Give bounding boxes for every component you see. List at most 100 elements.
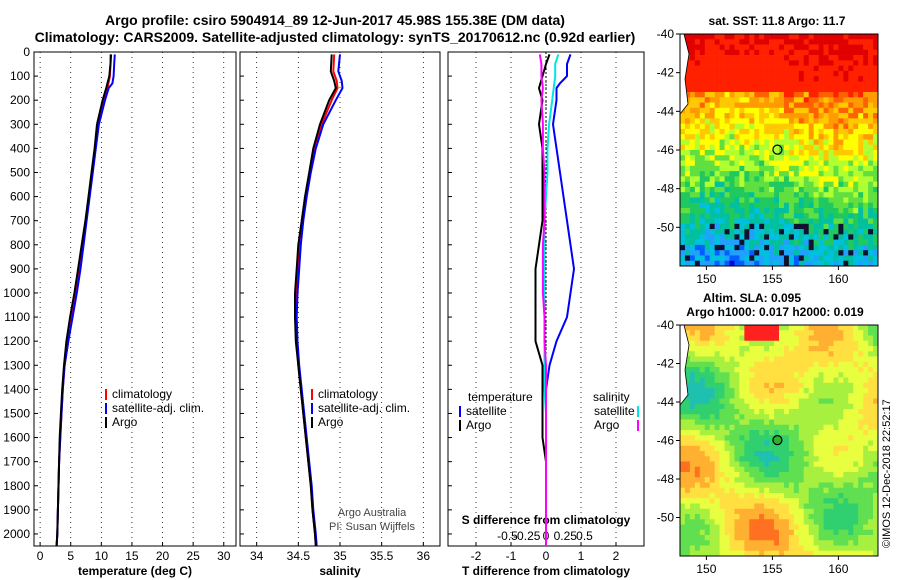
sst-map-cell [749,165,755,172]
sst-map-cell [744,39,750,45]
sst-map-cell [828,202,834,209]
sla-map-cell [873,545,879,552]
sst-map-cell [689,134,696,140]
sst-map-cell [823,208,829,214]
sst-map-cell [734,208,740,214]
sla-map-cell [823,445,829,452]
sla-map-cell [838,514,844,520]
sla-map-cell [843,508,849,515]
sst-map-cell [873,81,879,88]
sst-map-cell [764,255,770,262]
sst-map-cell [823,92,829,98]
sst-map-cell [818,155,824,161]
sla-map-cell [714,451,720,457]
sst-map-cell [709,197,715,204]
sla-map-cell [734,393,740,399]
sst-map-cell [719,150,725,156]
sla-map-cell [709,514,715,520]
sla-map-cell [739,435,745,441]
sla-map-cell [863,414,869,420]
sla-map-cell [788,540,795,546]
sst-map-cell [774,107,780,114]
sst-map-cell [684,34,691,40]
sst-map-cell [704,239,710,246]
sst-map-cell [694,160,701,167]
sla-map-cell [734,398,740,405]
sla-map-cell [848,487,854,494]
sla-map-cell [848,503,854,510]
sla-map-cell [833,451,839,457]
sst-map-xtick-label: 160 [828,272,848,286]
sla-map-cell [873,503,879,510]
sst-map-cell [714,155,720,161]
sst-map-cell [863,234,869,240]
sst-map-cell [689,39,696,45]
sst-map-cell [774,218,780,225]
sst-map-cell [699,81,706,88]
sst-map-cell [813,123,819,130]
sst-map-cell [838,60,844,66]
sst-map-cell [744,81,750,88]
sla-map-cell [788,377,795,384]
sla-map-cell [858,498,864,504]
sst-map-cell [868,134,874,140]
sla-map-cell [788,466,795,473]
sst-map-cell [818,144,824,151]
sst-map-cell [833,218,839,225]
sla-map-cell [709,519,715,525]
sla-map-cell [694,466,701,473]
sst-map-cell [680,176,686,182]
sst-map-cell [818,176,824,182]
sst-map-cell [724,229,730,235]
sst-map-cell [729,97,735,103]
sst-map-cell [858,192,864,198]
sst-map-cell [779,55,785,61]
sla-map-cell [823,482,829,489]
sst-map-cell [680,118,686,124]
sla-map-cell [788,424,795,431]
sst-map-cell [714,218,720,225]
sst-map-cell [798,128,805,135]
sst-map-cell [704,97,710,103]
sla-map-cell [689,351,696,357]
sla-map-cell [759,393,765,399]
sst-map-cell [853,60,859,66]
sla-map-cell [858,430,864,436]
sst-map-cell [724,244,730,251]
sst-map-cell [848,150,854,156]
sst-map-cell [729,113,735,119]
sst-map-cell [739,134,745,140]
sla-map-cell [853,351,859,357]
sla-map-cell [808,393,814,399]
sla-map-cell [694,456,701,462]
sst-map-cell [858,250,864,256]
sla-map-cell [769,487,775,494]
sst-map-cell [764,107,770,114]
sst-map-cell [828,86,834,93]
sla-map-cell [793,472,800,478]
sla-map-cell [729,508,735,515]
sst-map-cell [798,39,805,45]
sla-map-cell [694,351,701,357]
sla-map-cell [684,456,691,462]
sst-map-cell [774,181,780,188]
sst-map-cell [833,192,839,198]
sla-map-cell [868,472,874,478]
sst-map-cell [759,134,765,140]
sst-map-cell [793,92,800,98]
sla-map-cell [833,340,839,347]
sla-map-cell [868,524,874,531]
sst-map-cell [813,150,819,156]
sst-map-cell [798,165,805,172]
sst-map-cell [759,213,765,219]
sst-map-cell [793,139,800,146]
sst-map-cell [788,223,795,230]
sla-map-cell [769,403,775,410]
sla-map-cell [699,477,706,483]
sst-map-cell [704,234,710,240]
sst-map-cell [744,171,750,177]
sst-map-cell [843,171,849,177]
sst-map-cell [724,107,730,114]
sla-map-cell [848,456,854,462]
